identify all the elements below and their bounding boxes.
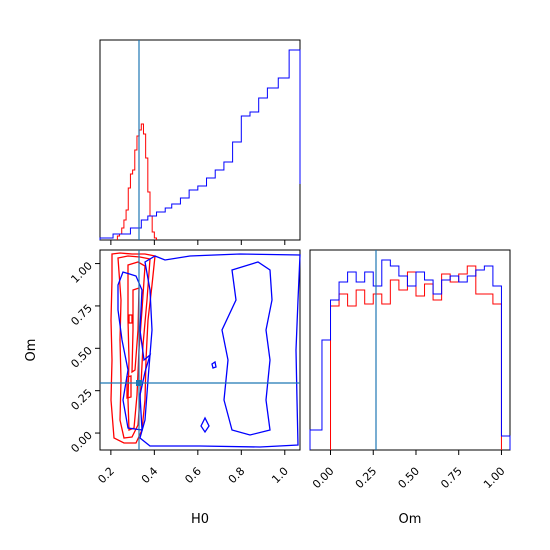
red-contour-inner bbox=[127, 261, 146, 431]
xtick-label: 0.4 bbox=[139, 465, 161, 487]
xtick-label: 0.75 bbox=[438, 465, 465, 492]
om-hist-frame bbox=[309, 249, 511, 451]
red-contour-core-2 bbox=[126, 375, 132, 399]
blue-contour-right bbox=[221, 261, 273, 436]
red-contour-blob bbox=[128, 314, 133, 324]
xtick-label: 0.8 bbox=[226, 465, 248, 487]
x-axis-label-om: Om bbox=[399, 512, 422, 527]
om-histogram bbox=[309, 259, 511, 450]
hist-series-1 bbox=[99, 49, 301, 240]
blue-contour-mid-left bbox=[117, 271, 152, 431]
ytick-label: 0.00 bbox=[68, 429, 95, 456]
ytick-label: 0.50 bbox=[68, 344, 95, 371]
contour-xticks: 0.2 0.4 0.6 0.8 1.0 bbox=[95, 450, 291, 487]
ytick-label: 0.25 bbox=[68, 386, 95, 413]
ytick-label: 0.75 bbox=[68, 302, 95, 329]
om-hist-xticks: 0.00 0.25 0.50 0.75 1.00 bbox=[310, 450, 508, 492]
hist-series-0 bbox=[330, 265, 502, 450]
hist-series-1 bbox=[309, 259, 511, 450]
xtick-label: 1.0 bbox=[269, 465, 291, 487]
hist-series-0 bbox=[116, 123, 158, 240]
red-contour-mid bbox=[117, 255, 151, 439]
x-axis-label-h0: H0 bbox=[191, 512, 209, 527]
ytick-label: 1.00 bbox=[68, 259, 95, 286]
red-contour-outer bbox=[110, 252, 156, 444]
xtick-label: 0.00 bbox=[310, 465, 337, 492]
truth-marker bbox=[136, 380, 142, 386]
h0-hist-xticks bbox=[110, 240, 286, 245]
h0-hist-frame bbox=[99, 39, 301, 241]
contour-yticks: 0.00 0.25 0.50 0.75 1.00 bbox=[68, 259, 100, 455]
xtick-label: 1.00 bbox=[481, 465, 508, 492]
xtick-label: 0.25 bbox=[353, 465, 380, 492]
blue-contour-island-2 bbox=[211, 360, 217, 369]
h0-histogram bbox=[99, 49, 301, 240]
contour-frame bbox=[99, 249, 301, 451]
xtick-label: 0.2 bbox=[95, 465, 117, 487]
xtick-label: 0.6 bbox=[182, 465, 204, 487]
h0-om-contours bbox=[110, 252, 301, 448]
xtick-label: 0.50 bbox=[396, 465, 423, 492]
y-axis-label-om: Om bbox=[24, 339, 39, 362]
blue-contour-island-1 bbox=[200, 416, 210, 434]
blue-contour-outer bbox=[139, 253, 301, 448]
